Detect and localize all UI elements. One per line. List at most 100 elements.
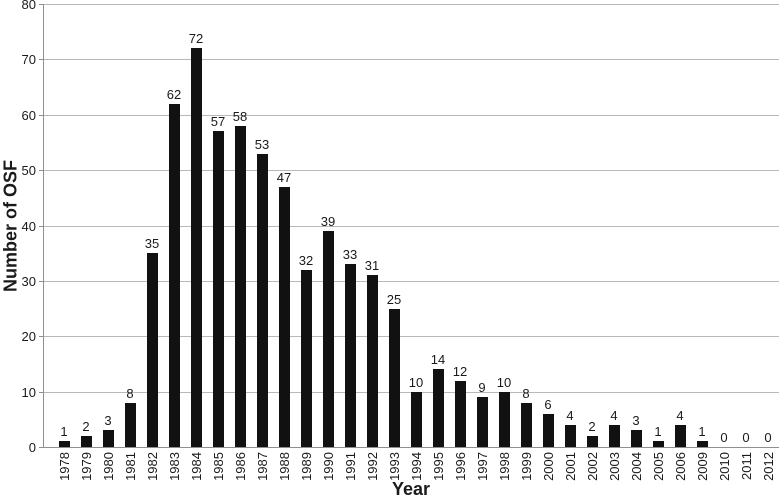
gridline bbox=[43, 59, 779, 61]
bar-value-label: 9 bbox=[478, 380, 486, 396]
x-axis-tick-label: 1983 bbox=[166, 452, 182, 481]
bar bbox=[278, 186, 290, 447]
x-axis-tick-label: 1997 bbox=[474, 452, 490, 481]
bar bbox=[124, 402, 136, 447]
bar-value-label: 12 bbox=[452, 363, 468, 379]
bar-value-label: 2 bbox=[82, 418, 90, 434]
bar-value-label: 32 bbox=[298, 252, 314, 268]
x-axis-tick-label: 1989 bbox=[298, 452, 314, 481]
bar bbox=[300, 269, 312, 447]
y-axis-tick bbox=[39, 114, 43, 116]
bar-value-label: 0 bbox=[720, 430, 728, 445]
bar bbox=[410, 391, 422, 447]
gridline bbox=[43, 280, 779, 282]
bar-value-label: 58 bbox=[232, 108, 248, 124]
bar-value-label: 6 bbox=[544, 396, 552, 412]
bar bbox=[652, 441, 664, 447]
bar bbox=[564, 424, 576, 447]
bar bbox=[520, 402, 532, 447]
x-axis-tick-label: 2010 bbox=[716, 452, 732, 481]
bar-value-label: 3 bbox=[632, 413, 640, 429]
x-axis-tick-label: 1984 bbox=[188, 452, 204, 481]
y-axis-tick bbox=[39, 391, 43, 393]
y-axis-tick bbox=[39, 4, 43, 5]
gridline bbox=[43, 4, 779, 5]
bar-value-label: 1 bbox=[60, 424, 68, 440]
bar bbox=[256, 153, 268, 447]
x-axis-tick-label: 1978 bbox=[56, 452, 72, 481]
bar-value-label: 35 bbox=[144, 236, 160, 252]
bar-value-label: 14 bbox=[430, 352, 446, 368]
y-axis-tick-label: 30 bbox=[21, 273, 36, 289]
bar-value-label: 72 bbox=[188, 31, 204, 47]
bar-value-label: 4 bbox=[566, 407, 574, 423]
bar bbox=[630, 430, 642, 447]
bar bbox=[146, 253, 158, 447]
y-axis-tick-label: 50 bbox=[21, 163, 36, 179]
x-axis-tick-label: 1982 bbox=[144, 452, 160, 481]
x-axis-line bbox=[43, 447, 779, 448]
bar bbox=[542, 413, 554, 447]
bar-value-label: 3 bbox=[104, 413, 112, 429]
bar bbox=[696, 441, 708, 447]
bar bbox=[212, 131, 224, 447]
x-axis-tick-label: 1995 bbox=[430, 452, 446, 481]
x-axis-tick-label: 2001 bbox=[562, 452, 578, 481]
x-axis-tick-label: 2002 bbox=[584, 452, 600, 481]
y-axis-tick bbox=[39, 447, 43, 448]
x-axis-tick-label: 1986 bbox=[232, 452, 248, 481]
bar bbox=[322, 231, 334, 447]
x-axis-tick-label: 2004 bbox=[628, 452, 644, 481]
bar bbox=[344, 264, 356, 447]
x-axis-tick-label: 1991 bbox=[342, 452, 358, 481]
x-axis-tick-label: 1985 bbox=[210, 452, 226, 481]
bar-value-label: 1 bbox=[654, 424, 662, 440]
bar bbox=[608, 424, 620, 447]
x-axis-tick-label: 1993 bbox=[386, 452, 402, 481]
bar bbox=[80, 435, 92, 447]
x-axis-tick-label: 1996 bbox=[452, 452, 468, 481]
bar bbox=[454, 380, 466, 447]
y-axis-tick bbox=[39, 225, 43, 227]
bar bbox=[388, 308, 400, 447]
bar-value-label: 1 bbox=[698, 424, 706, 440]
x-axis-tick-label: 1979 bbox=[78, 452, 94, 481]
bar-value-label: 33 bbox=[342, 247, 358, 263]
x-axis-tick-label: 2006 bbox=[672, 452, 688, 481]
y-axis-tick-label: 70 bbox=[21, 52, 36, 68]
bar-value-label: 53 bbox=[254, 136, 270, 152]
bar-value-label: 62 bbox=[166, 86, 182, 102]
y-axis-tick bbox=[39, 280, 43, 282]
x-axis-tick-label: 1998 bbox=[496, 452, 512, 481]
y-axis-tick bbox=[39, 170, 43, 172]
y-axis-tick-label: 0 bbox=[28, 440, 36, 455]
bar bbox=[58, 441, 70, 447]
x-axis-title-text: Year bbox=[391, 479, 431, 499]
bar-value-label: 57 bbox=[210, 114, 226, 130]
bar bbox=[168, 103, 180, 447]
gridline bbox=[43, 114, 779, 116]
y-axis-tick-label: 10 bbox=[21, 384, 36, 400]
x-axis-tick-label: 1988 bbox=[276, 452, 292, 481]
bar-value-label: 31 bbox=[364, 258, 380, 274]
gridline bbox=[43, 170, 779, 172]
gridline bbox=[43, 336, 779, 338]
y-axis-tick-label: 80 bbox=[21, 0, 36, 12]
x-axis-tick-label: 1990 bbox=[320, 452, 336, 481]
y-axis-tick bbox=[39, 59, 43, 61]
x-axis-tick-label: 2003 bbox=[606, 452, 622, 481]
x-axis-title: Year bbox=[43, 479, 779, 499]
x-axis-tick-label: 1980 bbox=[100, 452, 116, 481]
y-axis-tick-label: 60 bbox=[21, 107, 36, 123]
y-axis-tick-label: 20 bbox=[21, 329, 36, 345]
x-axis-tick-label: 1999 bbox=[518, 452, 534, 481]
bar-value-label: 10 bbox=[408, 374, 424, 390]
bar bbox=[366, 275, 378, 447]
bar bbox=[234, 125, 246, 447]
bar-value-label: 4 bbox=[676, 407, 684, 423]
bar bbox=[476, 397, 488, 447]
x-axis-tick-label: 2009 bbox=[694, 452, 710, 481]
bar bbox=[674, 424, 686, 447]
bar-value-label: 39 bbox=[320, 214, 336, 230]
bar bbox=[190, 48, 202, 447]
